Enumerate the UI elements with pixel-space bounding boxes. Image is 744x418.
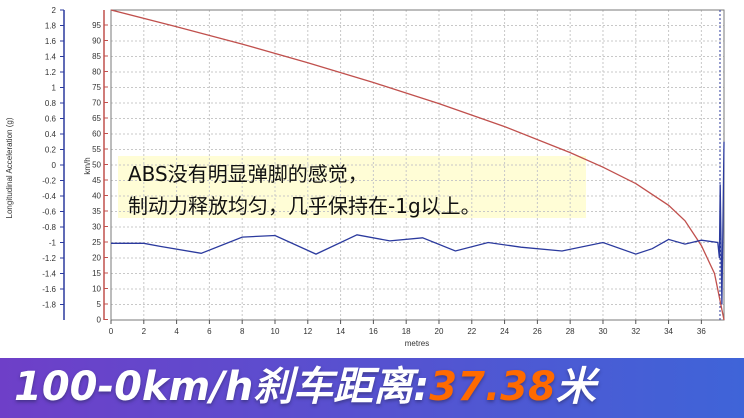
x-axis-ticks: 0 2 4 6 8 10 12 14 16 18 20 22 24 26 28 30 32 34 36 [109, 320, 706, 336]
left-tick-label: 1.6 [45, 37, 57, 46]
left-tick-label: 0.8 [45, 99, 57, 108]
x-tick-label: 10 [271, 327, 280, 336]
x-tick-label: 18 [402, 327, 411, 336]
right-axis-label: km/h [83, 157, 92, 174]
speed-series-line [110, 9, 725, 321]
x-tick-label: 12 [303, 327, 312, 336]
x-tick-label: 8 [240, 327, 245, 336]
left-tick-label: -0.6 [42, 208, 56, 217]
right-tick-label: 40 [92, 192, 101, 201]
left-tick-label: -0.4 [42, 192, 56, 201]
banner-prefix: 100-0km/h刹车距离: [14, 364, 430, 410]
right-tick-label: 25 [92, 238, 101, 247]
left-tick-label: 1.8 [45, 22, 57, 31]
x-tick-label: 28 [566, 327, 575, 336]
x-tick-label: 20 [435, 327, 444, 336]
right-tick-label: 50 [92, 161, 101, 170]
left-tick-label: -1.8 [42, 301, 56, 310]
left-tick-label: -0.2 [42, 177, 56, 186]
left-tick-label: 0.4 [45, 130, 57, 139]
left-axis-label: Longitudinal Acceleration (g) [5, 117, 14, 218]
x-axis-label: metres [405, 339, 429, 348]
x-tick-label: 34 [664, 327, 673, 336]
annotation-line-1: ABS没有明显弹脚的感觉， [128, 162, 368, 186]
x-tick-label: 30 [599, 327, 608, 336]
right-tick-label: 5 [97, 300, 102, 309]
braking-distance-unit: 米 [555, 364, 596, 410]
acceleration-series-line [111, 141, 725, 305]
x-tick-label: 26 [533, 327, 542, 336]
right-tick-label: 65 [92, 114, 101, 123]
x-tick-label: 32 [631, 327, 640, 336]
x-tick-label: 36 [697, 327, 706, 336]
annotation-line-2: 制动力释放均匀，几乎保持在-1g以上。 [128, 194, 481, 218]
right-tick-label: 70 [92, 99, 101, 108]
x-tick-label: 4 [174, 327, 179, 336]
x-tick-label: 22 [467, 327, 476, 336]
braking-distance-value: 37.38 [429, 364, 556, 410]
left-tick-label: 1 [52, 84, 57, 93]
left-tick-label: -1.6 [42, 285, 56, 294]
left-tick-label: 0.2 [45, 146, 57, 155]
right-tick-label: 85 [92, 52, 101, 61]
right-tick-label: 75 [92, 83, 101, 92]
right-tick-label: 90 [92, 37, 101, 46]
x-tick-label: 6 [207, 327, 212, 336]
right-tick-label: 10 [92, 285, 101, 294]
right-tick-label: 0 [97, 316, 102, 325]
left-tick-label: 1.4 [45, 53, 57, 62]
braking-distance-banner: 100-0km/h刹车距离:37.38米 [0, 358, 744, 418]
left-axis-ticks: 2 1.8 1.6 1.4 1.2 1 0.8 0.6 0.4 0.2 0 -0.2 -0.4 -0.6 -… [42, 6, 64, 310]
right-tick-label: 30 [92, 223, 101, 232]
chart-canvas: 2 1.8 1.6 1.4 1.2 1 0.8 0.6 0.4 0.2 0 -0.2 -0.4 -0.6 -… [5, 6, 725, 348]
right-tick-label: 15 [92, 269, 101, 278]
left-tick-label: -1.2 [42, 254, 56, 263]
right-tick-label: 55 [92, 145, 101, 154]
x-tick-label: 14 [336, 327, 345, 336]
x-tick-label: 16 [369, 327, 378, 336]
annotation-background [118, 156, 586, 218]
left-tick-label: 0.6 [45, 115, 57, 124]
right-tick-label: 95 [92, 21, 101, 30]
left-tick-label: 2 [52, 6, 57, 15]
left-tick-label: -1.4 [42, 270, 56, 279]
right-tick-label: 60 [92, 130, 101, 139]
left-tick-label: -1 [49, 239, 57, 248]
right-tick-label: 35 [92, 207, 101, 216]
right-tick-label: 80 [92, 68, 101, 77]
x-tick-label: 0 [109, 327, 114, 336]
left-tick-label: 1.2 [45, 68, 57, 77]
x-tick-label: 24 [500, 327, 509, 336]
left-tick-label: -0.8 [42, 223, 56, 232]
banner-text: 100-0km/h刹车距离:37.38米 [14, 360, 596, 414]
left-tick-label: 0 [52, 161, 57, 170]
right-tick-label: 20 [92, 254, 101, 263]
right-tick-label: 45 [92, 176, 101, 185]
series [110, 9, 725, 321]
x-tick-label: 2 [142, 327, 147, 336]
